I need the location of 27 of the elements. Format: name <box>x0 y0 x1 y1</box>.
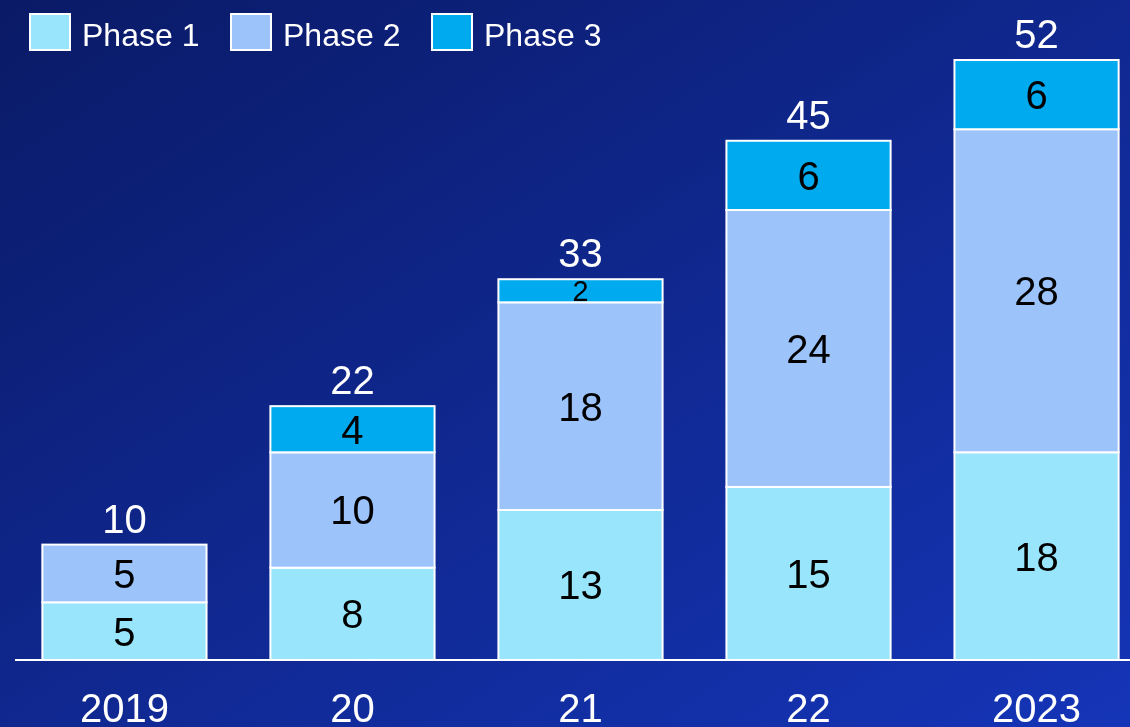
x-tick-label: 20 <box>330 686 375 727</box>
data-label: 5 <box>113 551 136 596</box>
legend-label: Phase 3 <box>484 17 602 53</box>
data-label: 18 <box>1014 534 1059 579</box>
data-label: 13 <box>558 563 603 608</box>
total-label: 33 <box>558 231 603 276</box>
data-label: 2 <box>572 275 589 308</box>
data-label: 8 <box>341 592 364 637</box>
total-label: 45 <box>786 92 831 137</box>
data-label: 4 <box>341 407 364 452</box>
total-label: 10 <box>102 496 147 541</box>
data-label: 18 <box>558 384 603 429</box>
data-label: 28 <box>1014 269 1059 314</box>
legend-label: Phase 1 <box>82 17 200 53</box>
total-label: 22 <box>330 358 375 403</box>
data-label: 15 <box>786 551 831 596</box>
data-label: 6 <box>1025 73 1048 118</box>
data-label: 24 <box>786 326 831 371</box>
data-label: 6 <box>797 153 820 198</box>
x-tick-label: 21 <box>558 686 603 727</box>
x-tick-label: 22 <box>786 686 831 727</box>
data-label: 5 <box>113 609 136 654</box>
x-tick-label: 2023 <box>992 686 1082 727</box>
legend-label: Phase 2 <box>283 17 401 53</box>
data-label: 10 <box>330 488 375 533</box>
total-label: 52 <box>1014 12 1059 56</box>
x-tick-label: 2019 <box>79 686 169 727</box>
